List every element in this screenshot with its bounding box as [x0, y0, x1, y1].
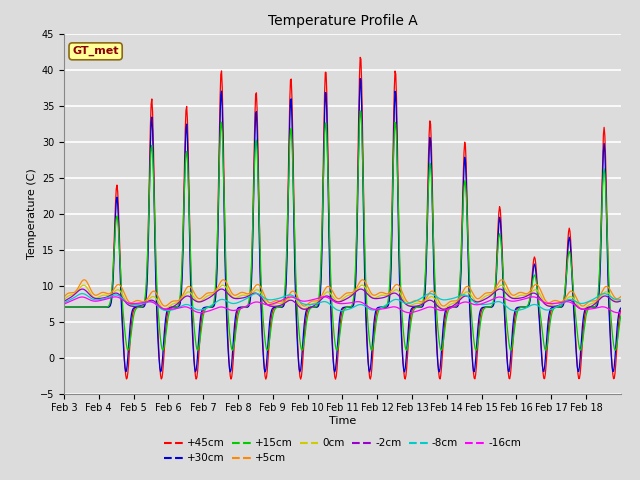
- +15cm: [228, 346, 236, 352]
- -16cm: [614, 310, 621, 315]
- +45cm: [255, 217, 263, 223]
- +45cm: [356, 54, 364, 60]
- -16cm: [529, 294, 537, 300]
- +45cm: [297, 376, 305, 382]
- +5cm: [498, 277, 506, 283]
- Line: +15cm: +15cm: [64, 111, 621, 350]
- +45cm: [276, 304, 284, 310]
- +30cm: [60, 304, 68, 310]
- -2cm: [256, 293, 264, 299]
- -8cm: [78, 291, 86, 297]
- +15cm: [255, 218, 263, 224]
- -2cm: [277, 302, 285, 308]
- 0cm: [433, 299, 440, 304]
- +15cm: [60, 304, 68, 310]
- -2cm: [60, 299, 68, 304]
- -2cm: [401, 300, 408, 306]
- Legend: +45cm, +30cm, +15cm, +5cm, 0cm, -2cm, -8cm, -16cm: +45cm, +30cm, +15cm, +5cm, 0cm, -2cm, -8…: [159, 434, 525, 468]
- -8cm: [617, 297, 625, 302]
- -8cm: [126, 301, 134, 307]
- -8cm: [401, 300, 408, 306]
- 0cm: [401, 300, 409, 305]
- +15cm: [401, 344, 409, 350]
- Line: 0cm: 0cm: [64, 285, 621, 309]
- Text: GT_met: GT_met: [72, 46, 119, 57]
- +5cm: [60, 294, 68, 300]
- -16cm: [255, 300, 263, 305]
- -2cm: [440, 306, 447, 312]
- -16cm: [617, 310, 625, 315]
- -2cm: [228, 295, 236, 300]
- -2cm: [125, 302, 133, 308]
- +15cm: [125, 344, 133, 350]
- +15cm: [356, 108, 364, 114]
- +45cm: [228, 374, 236, 380]
- -2cm: [218, 286, 225, 292]
- +30cm: [276, 304, 284, 310]
- +15cm: [264, 348, 271, 353]
- X-axis label: Time: Time: [329, 416, 356, 426]
- +30cm: [255, 236, 263, 242]
- 0cm: [80, 282, 88, 288]
- -2cm: [617, 298, 625, 304]
- +45cm: [617, 308, 625, 313]
- +5cm: [276, 299, 284, 304]
- 0cm: [278, 300, 285, 306]
- -2cm: [432, 301, 440, 307]
- +30cm: [617, 305, 625, 311]
- +15cm: [433, 307, 440, 312]
- -16cm: [400, 308, 408, 314]
- +30cm: [401, 366, 409, 372]
- 0cm: [229, 295, 237, 300]
- +5cm: [255, 282, 263, 288]
- +45cm: [433, 332, 440, 337]
- Line: +30cm: +30cm: [64, 79, 621, 372]
- Y-axis label: Temperature (C): Temperature (C): [27, 168, 37, 259]
- Line: -2cm: -2cm: [64, 289, 621, 309]
- +45cm: [60, 304, 68, 310]
- -8cm: [511, 308, 518, 313]
- +30cm: [296, 369, 304, 375]
- 0cm: [126, 302, 134, 308]
- -8cm: [256, 292, 264, 298]
- -16cm: [60, 301, 68, 307]
- Line: +45cm: +45cm: [64, 57, 621, 379]
- +15cm: [277, 304, 285, 310]
- +5cm: [125, 299, 133, 305]
- -8cm: [432, 293, 440, 299]
- +45cm: [401, 376, 409, 382]
- Line: -8cm: -8cm: [64, 294, 621, 311]
- -16cm: [228, 308, 236, 313]
- +5cm: [228, 290, 236, 296]
- 0cm: [617, 297, 625, 302]
- -8cm: [60, 300, 68, 306]
- Title: Temperature Profile A: Temperature Profile A: [268, 14, 417, 28]
- +30cm: [433, 338, 440, 344]
- +30cm: [228, 361, 236, 367]
- +5cm: [432, 292, 440, 298]
- +30cm: [125, 332, 133, 338]
- +45cm: [125, 349, 133, 355]
- Line: +5cm: +5cm: [64, 280, 621, 306]
- -16cm: [276, 298, 284, 304]
- 0cm: [257, 290, 264, 296]
- +5cm: [401, 294, 408, 300]
- +5cm: [300, 303, 308, 309]
- -8cm: [228, 300, 236, 306]
- -16cm: [431, 305, 439, 311]
- +5cm: [617, 294, 625, 300]
- Line: -16cm: -16cm: [64, 297, 621, 312]
- +30cm: [356, 76, 364, 82]
- +15cm: [617, 313, 625, 319]
- 0cm: [161, 306, 169, 312]
- -16cm: [125, 300, 133, 306]
- -8cm: [277, 295, 285, 300]
- 0cm: [60, 297, 68, 303]
